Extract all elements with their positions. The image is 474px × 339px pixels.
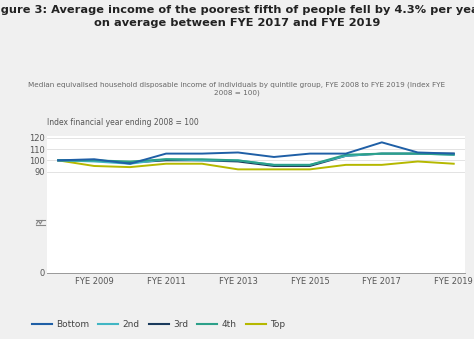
Text: Index financial year ending 2008 = 100: Index financial year ending 2008 = 100 <box>47 118 199 127</box>
Text: Figure 3: Average income of the poorest fifth of people fell by 4.3% per year
on: Figure 3: Average income of the poorest … <box>0 5 474 28</box>
Legend: Bottom, 2nd, 3rd, 4th, Top: Bottom, 2nd, 3rd, 4th, Top <box>28 317 289 333</box>
Text: Median equivalised household disposable income of individuals by quintile group,: Median equivalised household disposable … <box>28 81 446 96</box>
